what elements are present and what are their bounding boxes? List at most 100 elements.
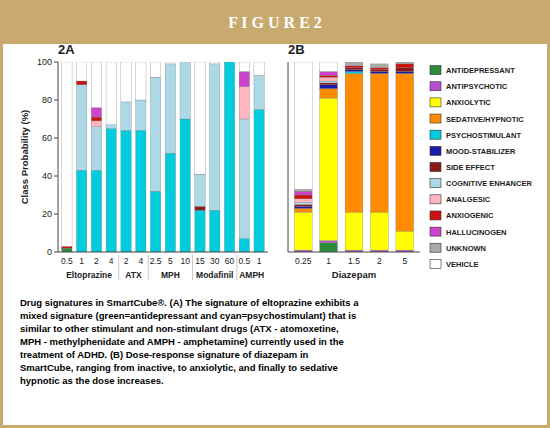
y-axis-line (288, 62, 289, 252)
bar-segment (136, 62, 146, 100)
x-tick-label: 2 (377, 256, 382, 266)
bar-segment (345, 70, 363, 72)
legend-swatch (430, 211, 441, 220)
bar-segment (294, 206, 312, 208)
legend-label: SIDE EFFECT (446, 163, 495, 172)
bar-segment (320, 81, 338, 83)
legend-label: VEHICLE (446, 260, 479, 269)
bar-segment (294, 212, 312, 250)
bar-segment (239, 119, 249, 239)
bar-segment (294, 205, 312, 207)
bar-segment (371, 68, 389, 70)
bar-segment (195, 210, 205, 252)
bar-segment (165, 62, 175, 64)
x-tick-label: 60 (225, 256, 235, 266)
group-separator (148, 255, 149, 280)
plot-area (62, 62, 265, 252)
group-label: ATX (125, 270, 142, 280)
bar-segment (224, 62, 234, 63)
bar-segment (371, 64, 389, 68)
legend-swatch (430, 259, 441, 268)
bar-segment (106, 125, 116, 129)
bar-segment (106, 129, 116, 253)
bar-segment (294, 191, 312, 195)
bar-segment (136, 130, 146, 252)
bar-segment (180, 62, 190, 63)
bar-segment (195, 174, 205, 206)
bar-segment (210, 210, 220, 252)
legend-swatch (430, 130, 441, 139)
y-tick (54, 62, 58, 63)
group-label: MPH (161, 270, 180, 280)
bar-segment (121, 62, 131, 102)
bar-segment (150, 191, 160, 252)
outer-background (0, 0, 550, 428)
bar-segment (294, 62, 312, 189)
legend-label: MOOD-STABILIZER (446, 147, 516, 156)
x-tick-label: 1.5 (348, 256, 360, 266)
caption-line: hypnotic as the dose increases. (20, 375, 164, 386)
bar-segment (150, 77, 160, 191)
bar-segment (180, 62, 190, 119)
bar-segment (121, 130, 131, 252)
bar-segment (210, 64, 220, 210)
group-label: Modafinil (196, 270, 233, 280)
bar-segment (180, 62, 190, 63)
bar-segment (224, 62, 234, 252)
legend-label: HALLUCINOGEN (446, 228, 506, 237)
x-tick-label: 1 (326, 256, 331, 266)
bar-segment (180, 62, 190, 63)
chart-svg: F I G U R E 20204060801000.5124242.55101… (0, 0, 550, 428)
y-tick-label: 20 (42, 209, 52, 219)
bar-segment (91, 62, 101, 108)
legend-label: ANALGESIC (446, 195, 491, 204)
bar-segment (294, 195, 312, 199)
x-tick-label: 15 (195, 256, 205, 266)
bar-segment (254, 62, 264, 75)
bar-segment (76, 170, 86, 252)
group-label: AMPH (239, 270, 264, 280)
caption-line: mixed signature (green=antidepressant an… (20, 310, 356, 321)
y-tick-label: 100 (37, 57, 52, 67)
inner-panel (3, 44, 547, 425)
legend-swatch (430, 243, 441, 252)
bar-segment (76, 62, 86, 81)
bar-segment (294, 189, 312, 191)
bar-segment (76, 85, 86, 171)
bar-segment (294, 199, 312, 203)
bar-segment (224, 62, 234, 63)
bar-segment (239, 87, 249, 119)
x-tick-label: 1 (79, 256, 84, 266)
caption-text: Drug signatures in SmartCube®. (A) The s… (20, 297, 359, 386)
caption-line: treatment of ADHD. (B) Dose-response sig… (20, 349, 309, 360)
bar-segment (320, 98, 338, 241)
bar-segment (254, 110, 264, 253)
bar-segment (294, 203, 312, 205)
bar-segment (150, 62, 160, 77)
group-separator (118, 255, 119, 280)
y-axis-label: Class Probability (%) (19, 110, 30, 205)
bar-segment (91, 127, 101, 171)
bar-segment (345, 62, 363, 66)
legend-swatch (430, 146, 441, 155)
bar-segment (371, 70, 389, 72)
y-tick-label: 60 (42, 133, 52, 143)
legend-label: ANXIOGENIC (446, 211, 494, 220)
group-separator (192, 255, 193, 280)
y-tick (54, 176, 58, 177)
figure-title: F I G U R E 2 (228, 14, 322, 31)
bar-segment (371, 73, 389, 212)
bar-segment (210, 62, 220, 64)
bar-segment (320, 62, 338, 72)
bar-segment (371, 72, 389, 74)
y-tick (54, 138, 58, 139)
x-axis-line (58, 252, 268, 253)
y-tick (54, 252, 58, 253)
bar-segment (195, 62, 205, 174)
x-tick-label: 0.5 (61, 256, 73, 266)
bar-segment (239, 239, 249, 252)
legend-label: ANTIPSYCHOTIC (446, 82, 508, 91)
bar-segment (76, 81, 86, 85)
legend-swatch (430, 227, 441, 236)
bar-segment (320, 89, 338, 99)
